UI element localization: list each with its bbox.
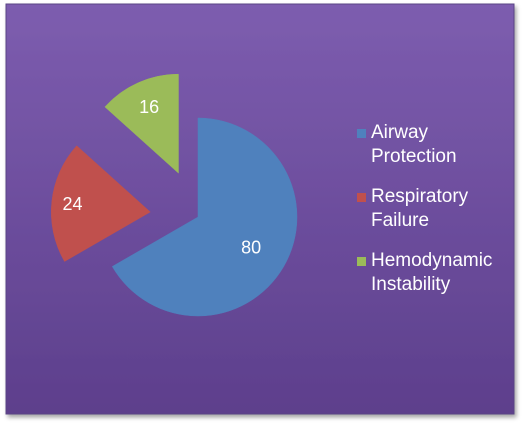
pie-slice-hemodynamic-instability — [104, 73, 179, 174]
legend-label-respiratory-failure: Respiratory Failure — [371, 186, 469, 231]
legend-label-airway-protection: Airway Protection — [371, 122, 457, 167]
legend: Airway Protection Respiratory Failure Hemody… — [357, 122, 492, 295]
legend-label-hemodynamic-instability: Hemodynamic Instability — [371, 250, 492, 295]
data-label-hemodynamic-instability: 16 — [139, 97, 159, 117]
data-label-airway-protection: 80 — [241, 238, 261, 258]
data-label-respiratory-failure: 24 — [62, 194, 82, 214]
pie-slice-airway-protection — [111, 117, 298, 317]
legend-swatch-hemodynamic-instability — [357, 257, 366, 266]
pie-slice-respiratory-failure — [51, 145, 151, 262]
legend-swatch-respiratory-failure — [357, 193, 366, 202]
slice-labels: 80 24 16 — [62, 97, 261, 258]
legend-swatch-airway-protection — [357, 129, 366, 138]
pie-slices — [51, 73, 298, 317]
